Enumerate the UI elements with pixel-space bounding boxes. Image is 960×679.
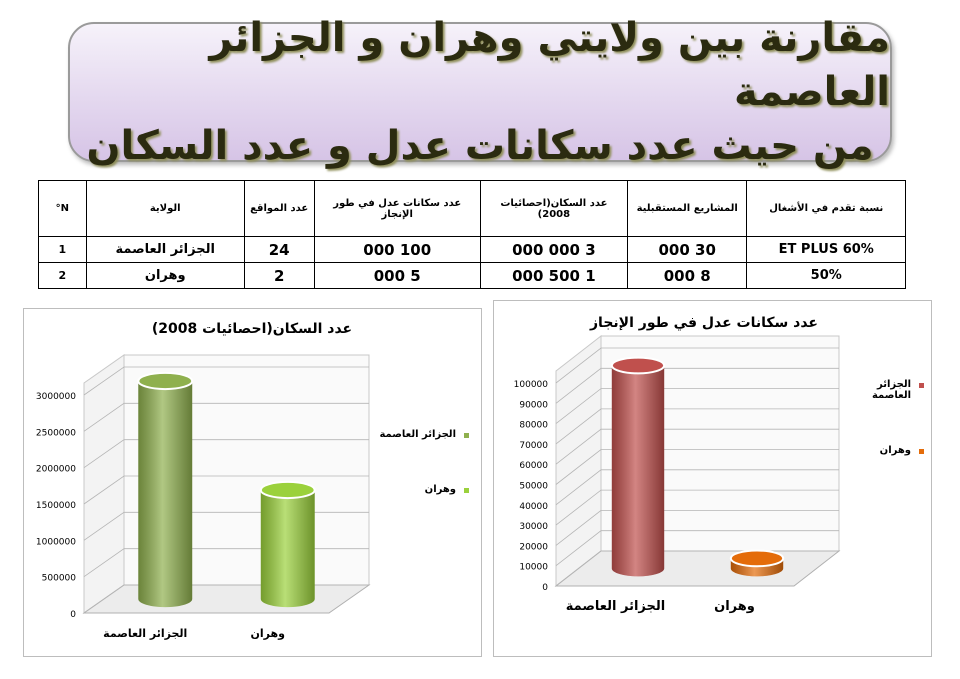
grid-line	[555, 509, 839, 546]
table-cell: 1	[38, 236, 87, 263]
grid-line	[555, 367, 839, 404]
table-cell: 50%	[746, 262, 906, 289]
table-cell: 1 500 000	[479, 262, 628, 289]
legend-item: وهران	[374, 484, 469, 495]
legend-swatch	[464, 433, 469, 438]
title-banner: مقارنة بين ولايتي وهران و الجزائر العاصم…	[68, 15, 892, 169]
grid-line	[83, 439, 369, 468]
cylinder-shade	[611, 365, 665, 577]
legend-item: وهران	[859, 445, 924, 456]
column-header: نسبة تقدم في الأشغال	[746, 180, 906, 237]
legend-swatch	[919, 383, 924, 388]
column-header: عدد السكان(احصائيات 2008)	[479, 180, 628, 237]
grid-line	[555, 530, 839, 567]
y-tick-label: 1000000	[36, 537, 76, 547]
table-row: 1 الجزائر العاصمة 24 100 000 3 000 000 30 000…	[38, 236, 906, 263]
x-tick-label: وهران	[714, 599, 755, 614]
table-cell: 8 000	[626, 262, 748, 289]
grid-line	[555, 469, 839, 506]
header-row: N° الولاية عدد المواقع عدد سكانات عدل في طو…	[38, 180, 906, 237]
y-tick-label: 3000000	[36, 392, 76, 402]
column-header: N°	[38, 180, 87, 237]
column-header: عدد سكانات عدل في طور الإنجاز	[313, 180, 481, 237]
legend-label: وهران	[879, 445, 911, 456]
title-line: مقارنة بين ولايتي وهران و الجزائر العاصم…	[209, 15, 890, 115]
grid-line	[555, 428, 839, 465]
table-cell: 2	[243, 262, 315, 289]
y-tick-label: 100000	[514, 380, 549, 390]
grid-line	[83, 366, 369, 396]
y-tick-label: 30000	[519, 522, 548, 532]
legend-label: الجزائر العاصمة	[379, 429, 456, 440]
cylinder-top	[137, 371, 194, 391]
column-header: عدد المواقع	[243, 180, 315, 237]
chart: عدد السكان(احصائيات 2008) 0 500000 1000000 1…	[36, 321, 371, 640]
grid-line	[555, 408, 839, 445]
column-header: الولاية	[85, 180, 245, 237]
legend-label: الجزائر العاصمة	[871, 379, 911, 401]
floor	[82, 584, 371, 614]
table-cell: 2	[38, 262, 87, 289]
table-cell: 3 000 000	[479, 236, 628, 263]
x-tick-label: وهران	[251, 627, 286, 640]
chart: عدد سكانات عدل في طور الإنجاز 0 10000 20000…	[514, 315, 841, 614]
legend-label: وهران	[424, 484, 456, 495]
table-cell: 30 000	[626, 236, 748, 263]
grid-line	[555, 489, 839, 526]
y-tick-label: 90000	[519, 400, 548, 410]
table-cell: 5 000	[313, 262, 481, 289]
title-line: من حيث عدد سكانات عدل و عدد السكان	[86, 123, 874, 169]
y-tick-label: 60000	[519, 461, 548, 471]
y-tick-label: 1500000	[36, 501, 76, 511]
cylinder-shade	[138, 381, 193, 608]
y-tick-label: 40000	[519, 502, 548, 512]
y-tick-label: 70000	[519, 441, 548, 451]
y-tick-label: 0	[542, 583, 548, 593]
x-tick-label: الجزائر العاصمة	[103, 627, 187, 640]
grid-line	[555, 449, 839, 485]
legend-swatch	[464, 488, 469, 493]
chart-panel: عدد السكان(احصائيات 2008) 0 500000 1000000 1…	[23, 308, 482, 657]
cylinder-shade	[260, 490, 315, 608]
table-cell: 24	[243, 236, 315, 263]
y-tick-label: 20000	[519, 542, 548, 552]
y-tick-label: 2000000	[36, 465, 76, 475]
cylinder-top	[610, 356, 666, 375]
table-cell: 60% ET PLUS	[746, 236, 906, 263]
y-tick-label: 10000	[519, 563, 548, 573]
legend: الجزائر العاصمة وهران	[374, 429, 469, 539]
y-tick-label: 500000	[42, 574, 77, 584]
grid-line	[555, 347, 839, 384]
y-tick-label: 50000	[519, 482, 548, 492]
table-cell: 100 000	[313, 236, 481, 263]
table-cell: وهران	[85, 262, 245, 289]
side-wall	[83, 354, 125, 614]
table-cell: الجزائر العاصمة	[85, 236, 245, 263]
grid-line	[83, 402, 369, 432]
legend: الجزائر العاصمة وهران	[859, 379, 924, 500]
grid-line	[555, 388, 839, 424]
chart-title: عدد سكانات عدل في طور الإنجاز	[589, 315, 818, 331]
y-tick-label: 0	[70, 610, 76, 620]
chart-title: عدد السكان(احصائيات 2008)	[152, 321, 352, 337]
y-tick-label: 80000	[519, 421, 548, 431]
comparison-table: N° الولاية عدد المواقع عدد سكانات عدل في طو…	[38, 180, 906, 289]
legend-item: الجزائر العاصمة	[374, 429, 469, 440]
legend-item: الجزائر العاصمة	[859, 379, 924, 401]
cylinder-top	[729, 549, 785, 568]
x-tick-label: الجزائر العاصمة	[566, 599, 665, 614]
y-tick-label: 2500000	[36, 428, 76, 438]
grid-line	[83, 475, 369, 505]
column-header: المشاريع المستقبلية	[626, 180, 748, 237]
legend-swatch	[919, 449, 924, 454]
chart-panel: عدد سكانات عدل في طور الإنجاز 0 10000 20000…	[493, 300, 932, 657]
table-row: 2 وهران 2 5 000 1 500 000 8 000 50%	[38, 262, 906, 289]
cylinder-top	[259, 480, 316, 500]
floor	[554, 550, 841, 587]
